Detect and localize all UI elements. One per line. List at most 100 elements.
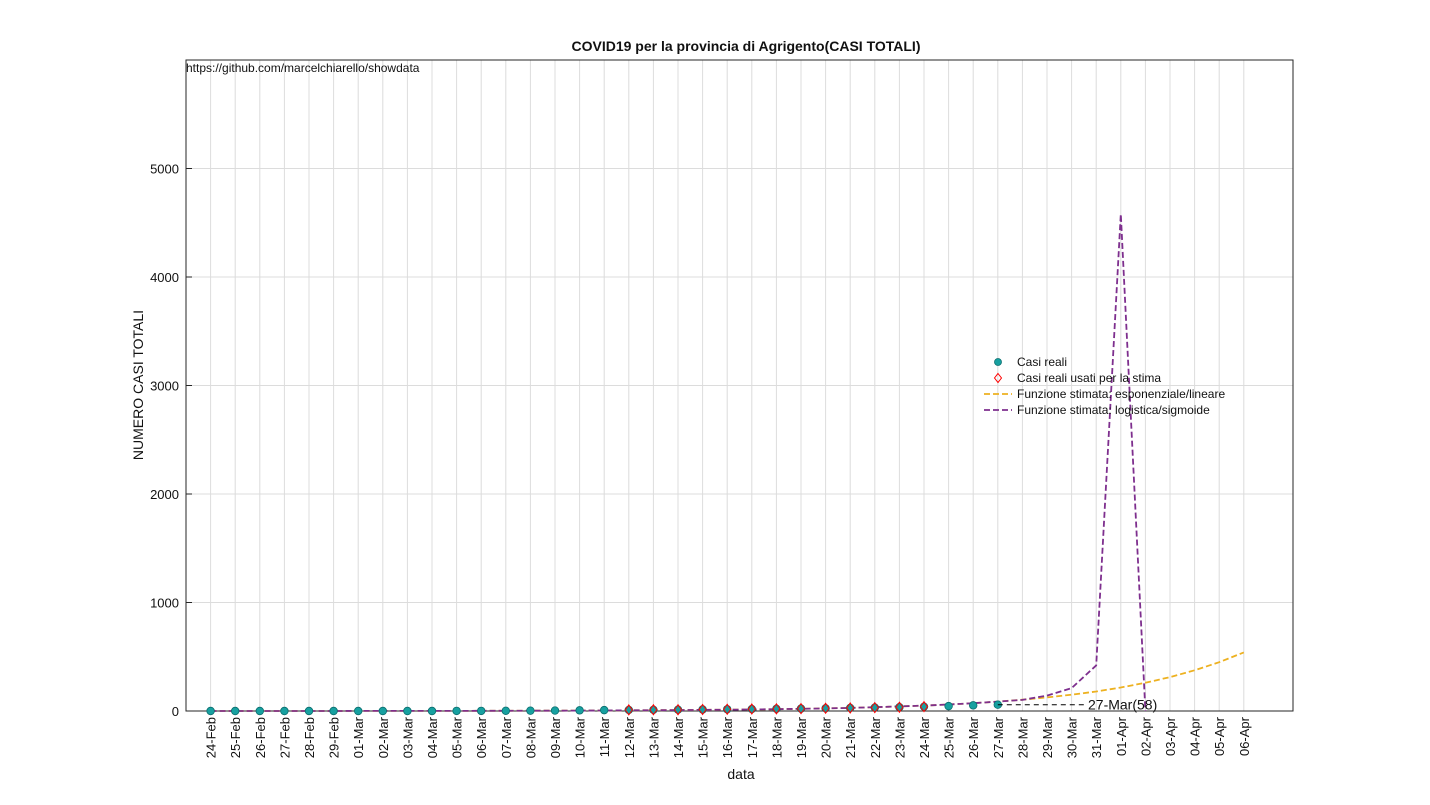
x-tick-label: 08-Mar — [523, 716, 538, 758]
x-tick-label: 24-Mar — [917, 716, 932, 758]
x-tick-label: 26-Feb — [253, 717, 268, 758]
data-point — [329, 706, 338, 716]
x-tick-label: 18-Mar — [769, 716, 784, 758]
legend-label: Funzione stimata: esponenziale/lineare — [1017, 387, 1225, 401]
data-point-used — [747, 703, 756, 715]
data-point — [821, 704, 830, 713]
y-tick-label: 5000 — [150, 162, 179, 177]
data-point — [600, 705, 609, 715]
legend-marker — [993, 372, 1003, 384]
x-tick-label: 19-Mar — [794, 716, 809, 758]
x-tick-label: 12-Mar — [622, 716, 637, 758]
data-point — [550, 706, 560, 715]
x-tick-label: 09-Mar — [548, 716, 563, 758]
x-tick-label: 16-Mar — [720, 716, 735, 758]
data-point-used — [846, 702, 855, 714]
x-tick-label: 04-Mar — [425, 716, 440, 758]
data-point — [919, 702, 929, 711]
legend-label: Funzione stimata: logistica/sigmoide — [1017, 403, 1210, 417]
x-tick-label: 23-Mar — [892, 716, 907, 758]
data-point — [403, 706, 412, 716]
data-point-used — [895, 701, 904, 714]
y-tick-label: 3000 — [150, 379, 179, 394]
data-point — [772, 704, 781, 714]
x-tick-label: 04-Apr — [1188, 716, 1203, 756]
data-point — [477, 706, 486, 716]
x-tick-label: 02-Apr — [1138, 716, 1153, 756]
data-point — [649, 705, 658, 715]
x-tick-label: 06-Mar — [474, 716, 489, 758]
x-tick-label: 01-Mar — [351, 716, 366, 758]
data-point-used — [772, 702, 781, 715]
data-point — [280, 706, 289, 716]
x-tick-label: 03-Mar — [400, 716, 415, 758]
x-tick-label: 28-Mar — [1015, 716, 1030, 758]
x-tick-label: 14-Mar — [671, 716, 686, 758]
data-point-used — [821, 702, 830, 715]
x-tick-label: 05-Mar — [450, 716, 465, 758]
data-point — [895, 703, 904, 712]
x-tick-label: 21-Mar — [843, 716, 858, 758]
x-tick-label: 25-Feb — [228, 717, 243, 758]
legend-label: Casi reali usati per la stima — [1017, 371, 1161, 385]
data-point — [304, 706, 314, 716]
data-point — [501, 706, 510, 715]
data-point — [230, 706, 240, 716]
x-tick-label: 27-Mar — [991, 716, 1006, 758]
data-point — [378, 706, 387, 716]
data-point-used — [624, 704, 633, 716]
axes-box — [185, 59, 1294, 712]
x-tick-label: 01-Apr — [1114, 716, 1129, 756]
x-tick-label: 28-Feb — [302, 717, 317, 758]
x-tick-label: 25-Mar — [942, 716, 957, 758]
x-tick-label: 06-Apr — [1237, 716, 1252, 756]
chart-title: COVID19 per la provincia di Agrigento(CA… — [571, 38, 920, 54]
data-point — [747, 704, 756, 714]
data-point — [673, 705, 683, 714]
data-point-used — [919, 700, 929, 713]
y-tick-label: 2000 — [150, 487, 179, 502]
data-point — [427, 706, 437, 716]
legend-marker — [994, 358, 1002, 366]
x-tick-label: 07-Mar — [499, 716, 514, 758]
grid — [186, 60, 1293, 712]
x-tick-label: 20-Mar — [819, 716, 834, 758]
x-tick-label: 03-Apr — [1163, 716, 1178, 756]
y-tick-label: 4000 — [150, 270, 179, 285]
annotation: 27-Mar(58) — [1088, 697, 1157, 713]
data-point — [526, 706, 535, 715]
data-point — [698, 705, 707, 714]
data-point — [796, 704, 806, 713]
x-axis-label: data — [727, 766, 754, 782]
fit-line — [210, 214, 1147, 712]
plot-area — [206, 214, 1245, 716]
data-point — [575, 706, 584, 715]
data-point — [206, 706, 215, 716]
x-tick-label: 29-Mar — [1040, 716, 1055, 758]
data-point-used — [796, 702, 806, 715]
x-tick-label: 15-Mar — [696, 716, 711, 758]
data-point — [944, 701, 953, 711]
x-tick-label: 31-Mar — [1089, 716, 1104, 758]
data-point — [969, 701, 978, 710]
data-point-used — [698, 703, 707, 716]
data-point-used — [870, 701, 879, 714]
x-tick-label: 29-Feb — [327, 717, 342, 758]
x-tick-label: 24-Feb — [204, 717, 219, 758]
data-point-used — [673, 703, 683, 716]
x-tick-label: 11-Mar — [597, 716, 612, 757]
legend: Casi reali Casi reali usati per la stima F… — [984, 355, 1225, 417]
x-tick-label: 27-Feb — [277, 717, 292, 758]
x-tick-label: 05-Apr — [1212, 716, 1227, 756]
y-axis-label: NUMERO CASI TOTALI — [130, 310, 146, 460]
x-tick-label: 17-Mar — [745, 716, 760, 758]
data-point — [723, 705, 732, 714]
source-text: https://github.com/marcelchiarello/showd… — [186, 61, 420, 75]
data-point — [452, 706, 461, 716]
data-point — [354, 706, 363, 716]
y-tick-label: 0 — [172, 704, 179, 719]
data-point — [870, 703, 879, 712]
data-point — [255, 706, 264, 716]
